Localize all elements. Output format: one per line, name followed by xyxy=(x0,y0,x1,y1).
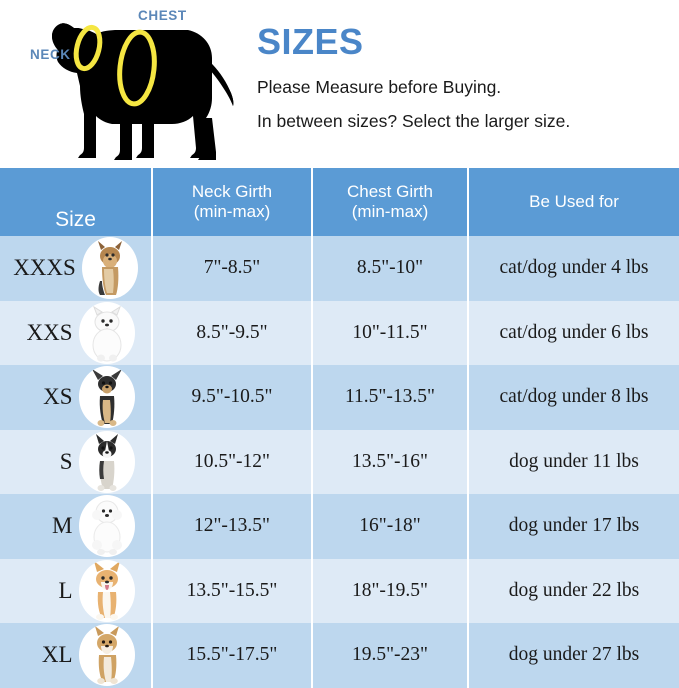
table-body: XXXS xyxy=(0,236,679,688)
cell-size: XXXS xyxy=(0,236,153,301)
cell-neck-girth: 12"-13.5" xyxy=(152,494,313,559)
cell-size: XS xyxy=(0,365,153,430)
cell-chest-girth: 11.5"-13.5" xyxy=(312,365,469,430)
cell-be-used-for: cat/dog under 8 lbs xyxy=(468,365,679,430)
cell-be-used-for: dog under 17 lbs xyxy=(468,494,679,559)
cell-size: M xyxy=(0,494,153,559)
size-label: XXXS xyxy=(13,255,76,281)
dog-silhouette-illustration xyxy=(22,0,252,168)
neck-measure-label: NECK xyxy=(30,47,71,62)
cell-chest-girth: 16"-18" xyxy=(312,494,469,559)
table-header-row: Size Neck Girth (min-max) Chest Girth (m… xyxy=(0,168,679,236)
column-header-chest-girth-label: Chest Girth xyxy=(347,182,433,201)
cell-be-used-for: dog under 22 lbs xyxy=(468,558,679,623)
table-row: L xyxy=(0,558,679,623)
pomeranian-photo xyxy=(78,301,135,364)
column-header-neck-girth-label: Neck Girth xyxy=(191,182,273,201)
size-label: XXS xyxy=(26,319,73,345)
cell-chest-girth: 8.5"-10" xyxy=(312,236,469,301)
size-label: S xyxy=(59,448,73,474)
table-row: M xyxy=(0,494,679,559)
column-header-be-used-for-label: Be Used for xyxy=(529,192,619,211)
cell-chest-girth: 13.5"-16" xyxy=(312,429,469,494)
cell-chest-girth: 19.5"-23" xyxy=(312,623,469,688)
size-chart-table: Size Neck Girth (min-max) Chest Girth (m… xyxy=(0,168,679,688)
hero-subtitle-line-1: Please Measure before Buying. xyxy=(257,77,502,97)
column-header-chest-girth: Chest Girth (min-max) xyxy=(312,168,469,236)
cell-be-used-for: cat/dog under 6 lbs xyxy=(468,300,679,365)
size-label: XS xyxy=(43,384,73,410)
column-header-be-used-for: Be Used for xyxy=(468,168,679,236)
cell-size: XL xyxy=(0,623,153,688)
table-row: XXS xyxy=(0,300,679,365)
cell-be-used-for: cat/dog under 4 lbs xyxy=(468,236,679,301)
cell-be-used-for: dog under 11 lbs xyxy=(468,429,679,494)
column-header-size: Size xyxy=(0,168,153,236)
page-title: SIZES xyxy=(257,21,364,62)
cell-neck-girth: 10.5"-12" xyxy=(152,429,313,494)
shiba-inu-photo xyxy=(78,624,135,687)
hero-section: NECK CHEST SIZES Please Measure before B… xyxy=(0,0,679,168)
cell-size: L xyxy=(0,558,153,623)
column-header-chest-girth-sub: (min-max) xyxy=(351,202,429,221)
table-header: Size Neck Girth (min-max) Chest Girth (m… xyxy=(0,168,679,236)
table-row: XXXS xyxy=(0,236,679,301)
column-header-neck-girth-sub: (min-max) xyxy=(193,202,271,221)
cell-neck-girth: 13.5"-15.5" xyxy=(152,558,313,623)
size-label: M xyxy=(52,513,73,539)
hero-subtitle-line-2: In between sizes? Select the larger size… xyxy=(257,111,571,131)
bichon-frise-photo xyxy=(78,495,135,558)
column-header-size-label: Size xyxy=(55,208,96,231)
column-header-neck-girth: Neck Girth (min-max) xyxy=(152,168,313,236)
yorkshire-terrier-photo xyxy=(81,237,138,300)
cell-size: S xyxy=(0,429,153,494)
chest-measure-label: CHEST xyxy=(138,8,187,23)
table-row: XL xyxy=(0,623,679,688)
corgi-photo xyxy=(78,559,135,622)
size-label: L xyxy=(58,577,73,603)
cell-be-used-for: dog under 27 lbs xyxy=(468,623,679,688)
chihuahua-photo xyxy=(78,366,135,429)
cell-chest-girth: 10"-11.5" xyxy=(312,300,469,365)
size-label: XL xyxy=(41,642,73,668)
cell-size: XXS xyxy=(0,300,153,365)
table-row: S xyxy=(0,429,679,494)
cell-neck-girth: 8.5"-9.5" xyxy=(152,300,313,365)
boston-terrier-photo xyxy=(78,430,135,493)
cell-neck-girth: 9.5"-10.5" xyxy=(152,365,313,430)
cell-chest-girth: 18"-19.5" xyxy=(312,558,469,623)
table-row: XS xyxy=(0,365,679,430)
hero-text-block: SIZES Please Measure before Buying. In b… xyxy=(257,22,677,138)
cell-neck-girth: 15.5"-17.5" xyxy=(152,623,313,688)
cell-neck-girth: 7"-8.5" xyxy=(152,236,313,301)
